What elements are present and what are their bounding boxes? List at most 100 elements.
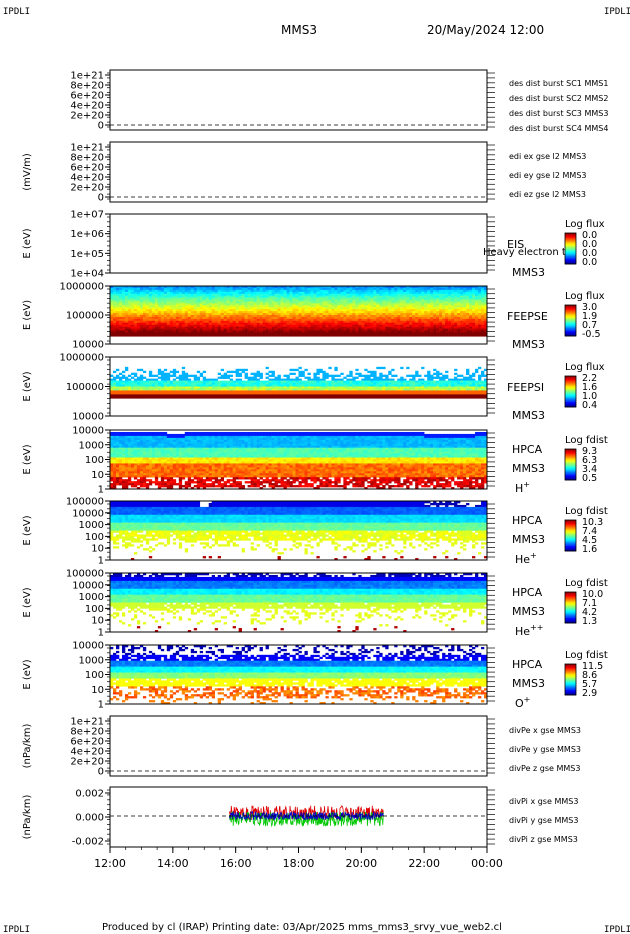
spectrogram-cell [112,384,117,387]
colorbar-segment [565,314,576,316]
spectrogram-cell [463,315,467,318]
spectrogram-cell [370,286,374,289]
spectrogram-cell [439,386,443,389]
spectrogram-cell [112,299,117,302]
spectrogram-cell [343,307,347,310]
spectrogram-cell [193,328,198,331]
spectrogram-cell [466,332,470,335]
spectrogram-cell [148,307,153,310]
spectrogram-cell [448,392,452,395]
colorbar-segment [565,233,576,235]
spectrogram-cell [439,324,443,327]
spectrogram-cell [226,295,230,298]
spectrogram-cell [274,293,278,296]
spectrogram-cell [214,295,219,298]
spectrogram-cell [382,303,386,306]
spectrogram-cell [334,305,338,308]
spectrogram-cell [229,293,233,296]
spectrogram-cell [124,388,129,391]
spectrogram-cell [427,286,431,289]
spectrogram-cell [346,392,350,395]
y-tick-label: 4e+20 [70,173,104,184]
spectrogram-cell [400,330,404,333]
spectrogram-cell [193,394,198,397]
spectrogram-cell [370,334,374,337]
spectrogram-cell [469,374,473,377]
spectrogram-cell [340,291,344,295]
spectrogram-cell [202,332,207,335]
spectrogram-cell [286,293,290,296]
spectrogram-cell [403,318,407,322]
spectrogram-cell [286,394,290,397]
spectrogram-cell [352,305,356,308]
spectrogram-cell [148,313,153,316]
spectrogram-cell [277,287,281,291]
spectrogram-cell [265,330,269,333]
spectrogram-cell [115,322,120,325]
spectrogram-cell [430,376,434,379]
spectrogram-cell [160,370,165,374]
spectrogram-cell [238,328,242,331]
spacecraft-label: MMS3 [512,338,545,351]
spectrogram-cell [478,301,482,304]
spectrogram-cell [454,315,458,318]
spectrogram-cell [409,390,413,393]
spectrogram-cell [322,286,326,289]
spectrogram-cell [310,328,314,331]
spectrogram-cell [415,320,419,324]
spectrogram-cell [223,297,227,300]
spectrogram-cell [265,384,269,387]
spectrogram-cell [304,309,308,312]
spectrogram-cell [442,287,446,291]
spectrogram-cell [130,330,135,333]
spectrogram-cell [124,318,129,322]
spectrogram-cell [181,392,186,395]
spectrogram-cell [229,332,233,335]
spectrogram-cell [349,380,353,383]
spectrogram-cell [178,307,183,310]
spectrogram-cell [442,334,446,337]
spectrogram-cell [349,297,353,300]
spectrogram-cell [328,388,332,391]
spectrogram-cell [436,318,440,322]
spectrogram-cell [130,372,135,375]
spectrogram-cell [178,328,183,331]
spectrogram-cell [193,295,198,298]
spectrogram-cell [334,334,338,337]
spectrogram-cell [454,390,458,393]
spectrogram-cell [472,299,476,302]
spectrogram-cell [334,394,338,397]
spectrogram-cell [211,388,216,391]
spectrogram-cell [331,330,335,333]
spectrogram-cell [262,392,266,395]
colorbar-segment [565,240,576,243]
spectrogram-cell [448,326,452,329]
spectrogram-cell [217,328,221,331]
spectrogram-cell [127,382,132,385]
spectrogram-cell [124,326,129,329]
spectrogram-cell [265,286,269,289]
spectrogram-cell [439,396,443,399]
spectrogram-cell [151,286,156,289]
spectrogram-cell [427,388,431,391]
spectrogram-cell [481,330,485,333]
spectrogram-cell [301,330,305,333]
spectrogram-cell [394,316,398,320]
spectrogram-cell [268,386,272,389]
spectrogram-cell [172,378,177,381]
spectrogram-cell [457,324,461,327]
spectrogram-cell [238,374,242,377]
spectrogram-cell [110,392,114,395]
spectrogram-cell [448,330,452,333]
y-tick-label: 1e+05 [70,249,104,260]
spectrogram-cell [145,388,150,391]
spectrogram-cell [355,286,359,289]
spectrogram-cell [376,303,380,306]
spectrogram-cell [439,380,443,383]
spectrogram-cell [427,330,431,333]
spectrogram-cell [361,295,365,298]
spectrogram-cell [205,334,210,337]
spectrogram-cell [382,307,386,310]
spectrogram-cell [196,370,201,374]
spectrogram-cell [436,334,440,337]
